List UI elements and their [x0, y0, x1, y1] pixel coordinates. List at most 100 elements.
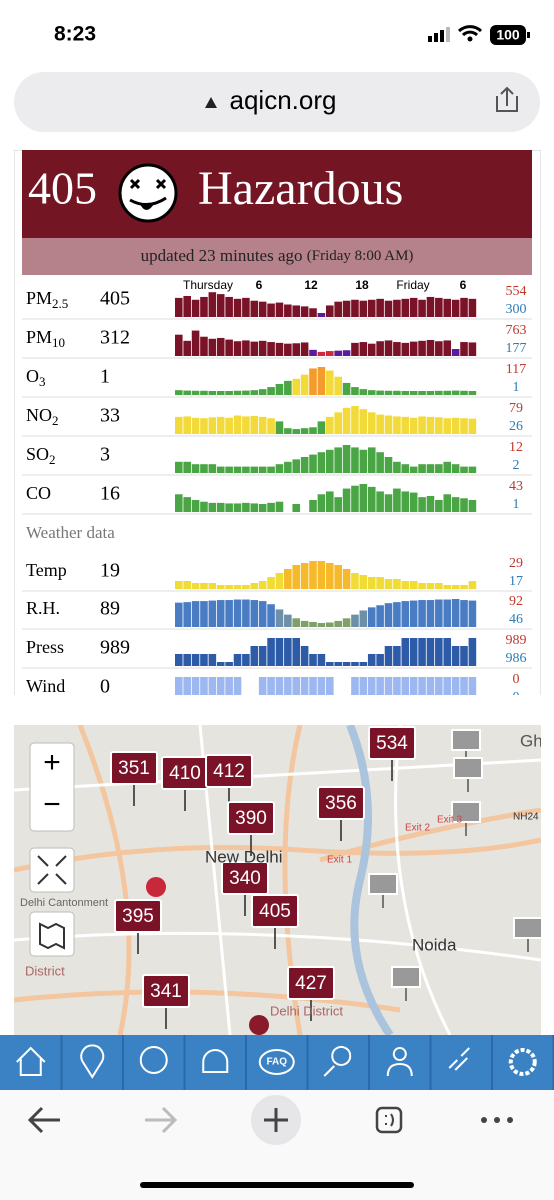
aqi-header	[22, 150, 532, 238]
bar	[426, 340, 435, 356]
station-marker-empty[interactable]	[451, 801, 481, 823]
globe-icon[interactable]	[139, 1046, 168, 1074]
home-icon[interactable]	[16, 1046, 46, 1076]
bar	[426, 638, 435, 666]
row-name: NO2	[26, 405, 59, 428]
station-aqi[interactable]: 340	[229, 868, 261, 889]
station-marker[interactable]	[110, 751, 158, 785]
station-aqi[interactable]: 341	[150, 981, 182, 1002]
bar	[401, 677, 410, 695]
station-marker[interactable]	[114, 899, 162, 933]
station-marker[interactable]	[205, 754, 253, 788]
fullscreen-button[interactable]	[29, 847, 75, 893]
layers-button[interactable]	[29, 911, 75, 957]
bar	[233, 677, 242, 695]
station-aqi[interactable]: 395	[122, 906, 154, 927]
map-icon[interactable]	[80, 1044, 105, 1079]
bar	[342, 350, 351, 356]
bar	[418, 299, 426, 317]
station-marker[interactable]	[142, 974, 190, 1008]
bar	[342, 569, 351, 589]
bar	[393, 299, 401, 317]
bar	[267, 677, 275, 695]
signal	[428, 27, 450, 42]
bar	[376, 341, 384, 356]
url[interactable]: aqicn.org	[230, 85, 337, 115]
search-icon[interactable]	[323, 1045, 352, 1077]
mask-icon[interactable]	[202, 1049, 229, 1073]
bar	[317, 367, 326, 395]
station-marker[interactable]	[251, 894, 299, 928]
station-marker-empty[interactable]	[368, 873, 398, 895]
name: SO	[26, 444, 49, 464]
bar	[267, 418, 275, 434]
station-marker-empty[interactable]	[453, 757, 483, 779]
bar	[275, 421, 284, 434]
name-sub: 2.5	[52, 296, 68, 311]
station-marker[interactable]	[317, 786, 365, 820]
bar	[393, 488, 401, 512]
bar	[460, 585, 468, 589]
tabs-button[interactable]	[375, 1106, 403, 1134]
station-marker-empty[interactable]	[513, 917, 542, 939]
station-marker[interactable]	[287, 966, 335, 1000]
bar	[309, 308, 317, 317]
link-icon[interactable]	[448, 1047, 470, 1071]
station-aqi[interactable]: 356	[325, 793, 357, 814]
bar	[342, 662, 351, 666]
station-aqi[interactable]: 410	[169, 763, 201, 784]
back-button[interactable]	[27, 1106, 60, 1134]
river	[346, 725, 394, 1035]
station-marker-empty[interactable]	[391, 966, 421, 988]
station-marker-empty[interactable]	[451, 729, 481, 751]
station-aqi[interactable]: 534	[376, 733, 408, 754]
bar	[426, 464, 435, 473]
station-marker[interactable]	[368, 726, 416, 760]
faq-label[interactable]: FAQ	[266, 1057, 287, 1068]
zoom-out[interactable]: −	[43, 788, 61, 821]
bar	[258, 601, 267, 627]
bar	[451, 585, 460, 589]
bar	[309, 621, 317, 627]
bar	[175, 494, 183, 512]
bar	[258, 340, 267, 356]
bar	[326, 370, 334, 395]
row-value: 19	[100, 560, 120, 582]
bar	[183, 602, 191, 627]
zoom-in[interactable]: +	[43, 746, 61, 779]
bar	[191, 417, 200, 434]
bar	[451, 417, 460, 434]
station-aqi[interactable]: 351	[118, 758, 150, 779]
bar	[216, 502, 225, 512]
bar	[351, 447, 359, 473]
bar	[292, 565, 301, 589]
settings-icon[interactable]	[508, 1048, 537, 1076]
station-marker[interactable]	[221, 861, 269, 895]
map-label: NH24	[513, 812, 539, 823]
bar	[258, 646, 267, 666]
aqi-level: Hazardous	[198, 162, 403, 215]
station-aqi[interactable]: 427	[295, 973, 327, 994]
more-button[interactable]	[481, 1117, 513, 1123]
bar	[334, 497, 342, 512]
station-aqi[interactable]: 405	[259, 901, 291, 922]
bar	[309, 654, 317, 666]
station-marker[interactable]	[227, 801, 275, 835]
bar	[351, 299, 359, 317]
bar	[451, 390, 460, 395]
forward-button[interactable]	[145, 1106, 178, 1134]
bar	[435, 500, 443, 512]
bar	[267, 303, 275, 317]
battery-tip	[527, 32, 530, 38]
station-aqi[interactable]: 390	[235, 808, 267, 829]
bar	[418, 464, 426, 473]
bar	[443, 418, 452, 434]
station-aqi[interactable]: 412	[213, 761, 245, 782]
bar	[443, 461, 452, 473]
bar	[267, 466, 275, 473]
contact-icon[interactable]	[386, 1047, 413, 1077]
url-bar[interactable]	[14, 72, 540, 132]
share-button[interactable]	[496, 86, 518, 112]
faq-icon[interactable]	[258, 1049, 295, 1075]
name-sub: 10	[52, 335, 65, 350]
